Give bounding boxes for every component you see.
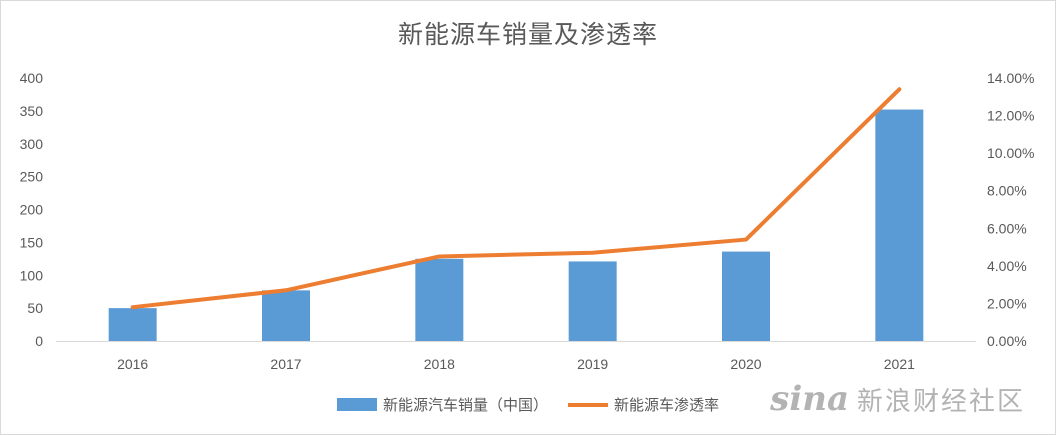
line-point [131, 305, 135, 309]
y-left-tick-label: 400 [20, 70, 44, 86]
bar [722, 251, 770, 341]
legend-swatch-line [568, 402, 608, 407]
x-tick-label: 2020 [730, 356, 761, 372]
y-left-tick-label: 200 [20, 202, 44, 218]
watermark-text: 新浪财经社区 [856, 386, 1025, 417]
chart-title: 新能源车销量及渗透率 [397, 20, 658, 49]
series-line [130, 87, 902, 310]
y-right-tick-label: 8.00% [987, 183, 1027, 199]
y-right-tick-label: 12.00% [987, 108, 1034, 124]
bar [108, 308, 157, 341]
y-left-tick-label: 250 [20, 169, 44, 185]
line-point [437, 254, 441, 258]
legend-label-penetration: 新能源车渗透率 [614, 396, 720, 414]
bar [875, 109, 924, 341]
y-left-tick-label: 150 [20, 234, 44, 250]
y-left-tick-label: 300 [20, 136, 44, 152]
line-point [744, 238, 748, 242]
y-left-tick-label: 350 [20, 103, 44, 119]
y-right-tick-label: 0.00% [987, 333, 1027, 349]
watermark-logo: sina [770, 379, 849, 419]
x-tick-label: 2018 [424, 356, 455, 372]
y-left-tick-label: 100 [20, 267, 44, 283]
bar [568, 261, 617, 341]
line-point [284, 288, 288, 292]
legend-label-sales: 新能源汽车销量（中国） [382, 396, 548, 414]
y-right-tick-label: 2.00% [987, 295, 1027, 311]
line-point [897, 87, 901, 91]
x-tick-label: 2016 [117, 356, 148, 372]
legend-swatch-bar [336, 398, 377, 411]
legend: 新能源汽车销量（中国） 新能源车渗透率 [1, 394, 1055, 415]
x-tick-label: 2019 [577, 356, 608, 372]
y-right-tick-label: 4.00% [987, 258, 1027, 274]
bar [415, 258, 464, 341]
y-left-tick-label: 50 [27, 300, 43, 316]
y-left-tick-label: 0 [35, 333, 43, 349]
line-point [591, 251, 595, 255]
y-right-tick-label: 14.00% [987, 70, 1034, 86]
x-tick-label: 2021 [884, 356, 915, 372]
watermark: sina 新浪财经社区 [770, 379, 1025, 419]
legend-item-sales: 新能源汽车销量（中国） [336, 394, 548, 415]
y-right-tick-label: 6.00% [987, 220, 1027, 236]
y-right-tick-label: 10.00% [987, 145, 1034, 161]
bar [262, 290, 310, 341]
x-tick-label: 2017 [270, 356, 301, 372]
legend-item-penetration: 新能源车渗透率 [568, 394, 719, 415]
